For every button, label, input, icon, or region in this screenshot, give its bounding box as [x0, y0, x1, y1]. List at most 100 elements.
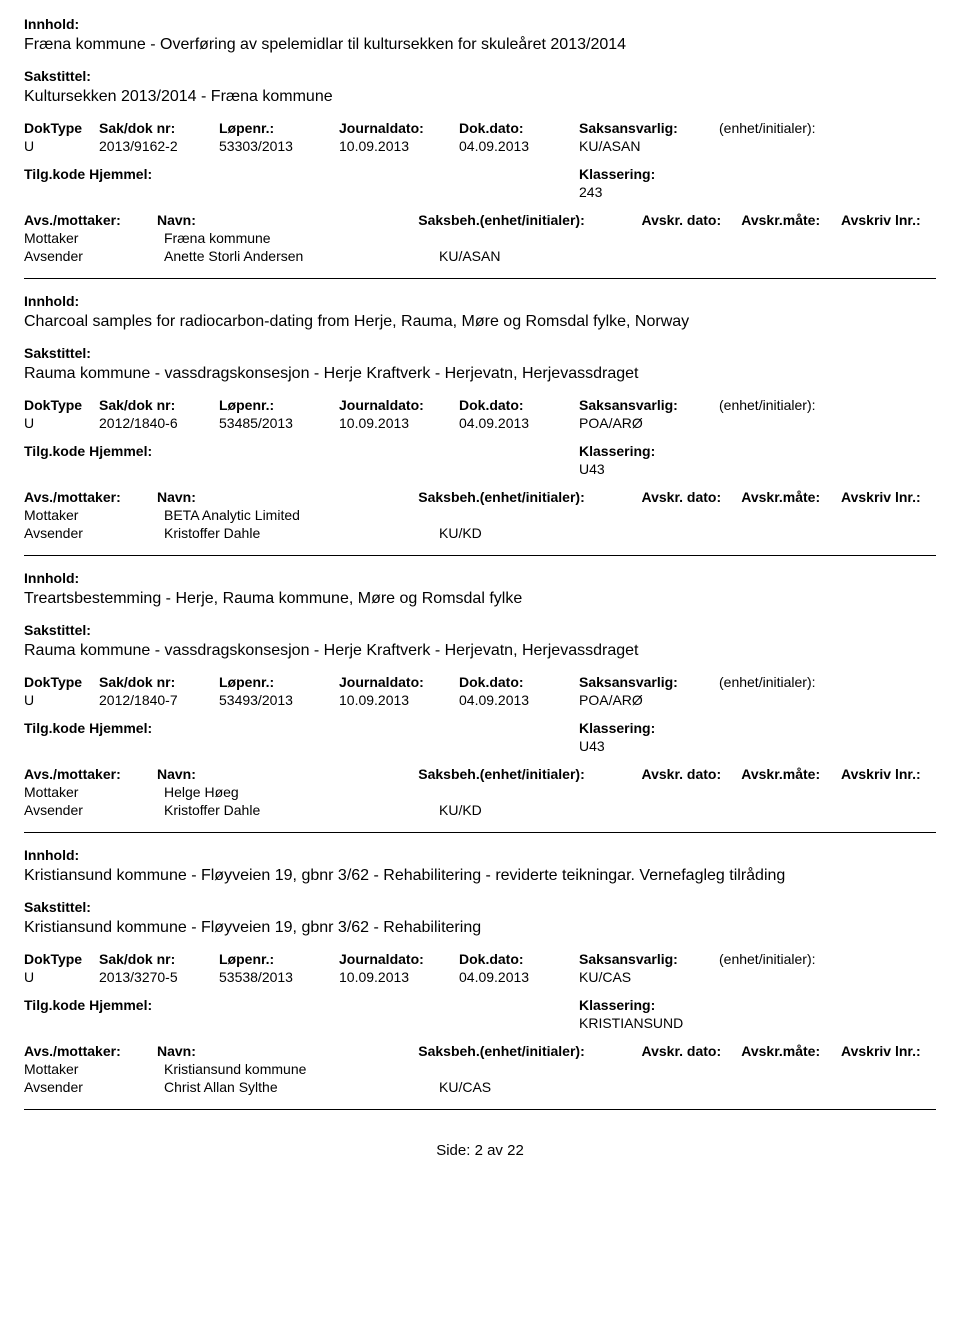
journaldato-header: Journaldato: — [339, 397, 459, 413]
mottaker-row: Mottaker Kristiansund kommune — [24, 1061, 936, 1077]
saksbeh-header: Saksbeh.(enhet/initialer): — [418, 1043, 641, 1059]
avsender-row: Avsender Kristoffer Dahle KU/KD — [24, 525, 936, 541]
avsender-name: Anette Storli Andersen — [164, 248, 439, 264]
doktype-value: U — [24, 415, 99, 431]
navn-header: Navn: — [157, 766, 418, 782]
avskrmate-header: Avskr.måte: — [741, 1043, 841, 1059]
klassering-header: Klassering: — [579, 443, 779, 459]
hjemmel-label-text: Hjemmel: — [89, 443, 152, 459]
record: Innhold: Charcoal samples for radiocarbo… — [24, 293, 936, 556]
mottaker-unit — [439, 507, 639, 523]
doktype-header: DokType — [24, 120, 99, 136]
avsender-unit: KU/KD — [439, 525, 639, 541]
tilg-value — [24, 1015, 579, 1031]
tilgkode-label: Tilg.kode — [24, 443, 85, 459]
sakdok-value: 2012/1840-7 — [99, 692, 219, 708]
klassering-value: 243 — [579, 184, 779, 200]
journaldato-value: 10.09.2013 — [339, 138, 459, 154]
avsender-label: Avsender — [24, 1079, 164, 1095]
enhet-header: (enhet/initialer): — [719, 674, 879, 690]
meta-header-row: DokType Sak/dok nr: Løpenr.: Journaldato… — [24, 120, 936, 136]
lopenr-header: Løpenr.: — [219, 674, 339, 690]
sakstittel-label: Sakstittel: — [24, 68, 936, 84]
enhet-value — [719, 969, 879, 985]
avskrivlnr-header: Avskriv lnr.: — [841, 766, 936, 782]
tilg-value-row: U43 — [24, 461, 936, 477]
avs-header-row: Avs./mottaker: Navn: Saksbeh.(enhet/init… — [24, 489, 936, 505]
tilg-header-row: Tilg.kode Hjemmel: Klassering: — [24, 166, 936, 182]
meta-header-row: DokType Sak/dok nr: Løpenr.: Journaldato… — [24, 674, 936, 690]
lopenr-value: 53303/2013 — [219, 138, 339, 154]
dokdato-value: 04.09.2013 — [459, 138, 579, 154]
meta-header-row: DokType Sak/dok nr: Løpenr.: Journaldato… — [24, 397, 936, 413]
tilgkode-label: Tilg.kode — [24, 720, 85, 736]
dokdato-header: Dok.dato: — [459, 951, 579, 967]
sakdok-value: 2013/3270-5 — [99, 969, 219, 985]
tilg-header: Tilg.kode Hjemmel: — [24, 997, 579, 1013]
tilg-value-row: KRISTIANSUND — [24, 1015, 936, 1031]
record: Innhold: Treartsbestemming - Herje, Raum… — [24, 570, 936, 833]
avskrdato-header: Avskr. dato: — [642, 489, 742, 505]
sakdok-header: Sak/dok nr: — [99, 120, 219, 136]
avskrdato-header: Avskr. dato: — [642, 1043, 742, 1059]
avskrdato-header: Avskr. dato: — [642, 766, 742, 782]
tilg-value — [24, 184, 579, 200]
lopenr-value: 53485/2013 — [219, 415, 339, 431]
saksansvarlig-value: POA/ARØ — [579, 415, 719, 431]
avskrdato-header: Avskr. dato: — [642, 212, 742, 228]
meta-header-row: DokType Sak/dok nr: Løpenr.: Journaldato… — [24, 951, 936, 967]
avsender-name: Kristoffer Dahle — [164, 802, 439, 818]
avskrmate-header: Avskr.måte: — [741, 489, 841, 505]
innhold-text: Treartsbestemming - Herje, Rauma kommune… — [24, 590, 936, 608]
sakdok-header: Sak/dok nr: — [99, 674, 219, 690]
dokdato-header: Dok.dato: — [459, 674, 579, 690]
journaldato-header: Journaldato: — [339, 120, 459, 136]
sakstittel-label: Sakstittel: — [24, 345, 936, 361]
avsender-label: Avsender — [24, 248, 164, 264]
avskrivlnr-header: Avskriv lnr.: — [841, 1043, 936, 1059]
mottaker-row: Mottaker Fræna kommune — [24, 230, 936, 246]
hjemmel-label-text: Hjemmel: — [89, 720, 152, 736]
tilg-header-row: Tilg.kode Hjemmel: Klassering: — [24, 443, 936, 459]
avsender-name: Christ Allan Sylthe — [164, 1079, 439, 1095]
tilg-header-row: Tilg.kode Hjemmel: Klassering: — [24, 997, 936, 1013]
sakstittel-label: Sakstittel: — [24, 899, 936, 915]
lopenr-header: Løpenr.: — [219, 120, 339, 136]
tilg-header-row: Tilg.kode Hjemmel: Klassering: — [24, 720, 936, 736]
tilg-header: Tilg.kode Hjemmel: — [24, 166, 579, 182]
tilg-value-row: 243 — [24, 184, 936, 200]
avsmot-header: Avs./mottaker: — [24, 766, 157, 782]
meta-value-row: U 2013/3270-5 53538/2013 10.09.2013 04.0… — [24, 969, 936, 985]
mottaker-name: BETA Analytic Limited — [164, 507, 439, 523]
klassering-header: Klassering: — [579, 166, 779, 182]
lopenr-value: 53493/2013 — [219, 692, 339, 708]
mottaker-label: Mottaker — [24, 507, 164, 523]
sakstittel-text: Kristiansund kommune - Fløyveien 19, gbn… — [24, 919, 936, 937]
innhold-text: Kristiansund kommune - Fløyveien 19, gbn… — [24, 867, 936, 885]
dokdato-value: 04.09.2013 — [459, 692, 579, 708]
saksbeh-header: Saksbeh.(enhet/initialer): — [418, 212, 641, 228]
navn-header: Navn: — [157, 1043, 418, 1059]
saksansvarlig-header: Saksansvarlig: — [579, 120, 719, 136]
enhet-header: (enhet/initialer): — [719, 397, 879, 413]
tilg-header: Tilg.kode Hjemmel: — [24, 443, 579, 459]
enhet-value — [719, 415, 879, 431]
tilgkode-label: Tilg.kode — [24, 997, 85, 1013]
journaldato-value: 10.09.2013 — [339, 692, 459, 708]
lopenr-header: Løpenr.: — [219, 951, 339, 967]
innhold-label: Innhold: — [24, 570, 936, 586]
dokdato-header: Dok.dato: — [459, 120, 579, 136]
navn-header: Navn: — [157, 489, 418, 505]
avs-header-row: Avs./mottaker: Navn: Saksbeh.(enhet/init… — [24, 766, 936, 782]
mottaker-row: Mottaker Helge Høeg — [24, 784, 936, 800]
avsmot-header: Avs./mottaker: — [24, 1043, 157, 1059]
enhet-value — [719, 138, 879, 154]
record-divider — [24, 832, 936, 833]
sakstittel-label: Sakstittel: — [24, 622, 936, 638]
record-divider — [24, 1109, 936, 1110]
tilg-value — [24, 738, 579, 754]
saksansvarlig-value: KU/CAS — [579, 969, 719, 985]
dokdato-header: Dok.dato: — [459, 397, 579, 413]
avskrivlnr-header: Avskriv lnr.: — [841, 212, 936, 228]
saksansvarlig-value: POA/ARØ — [579, 692, 719, 708]
